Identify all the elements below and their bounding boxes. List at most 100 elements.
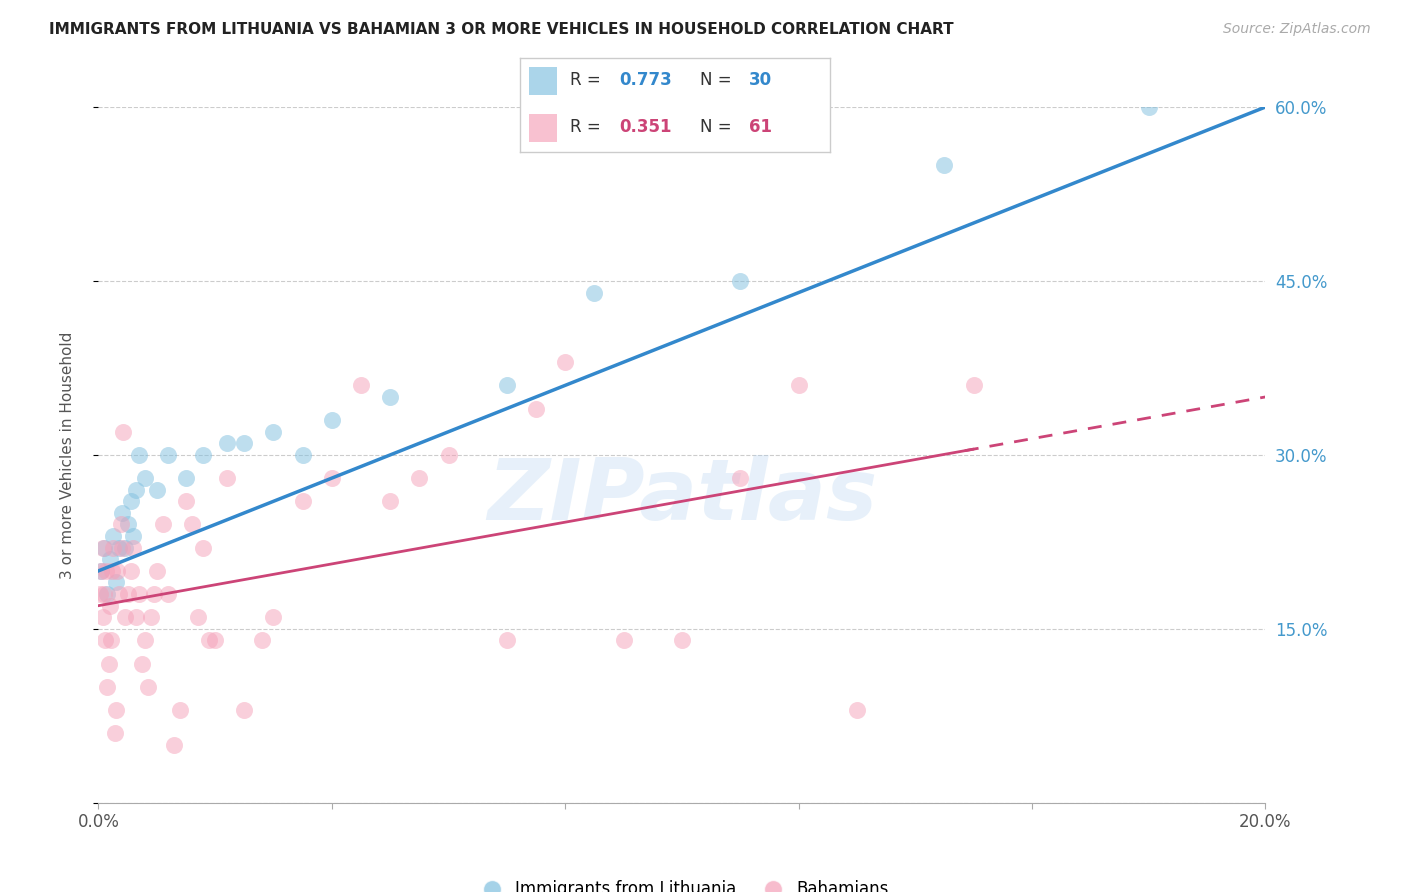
- Point: [122, 529, 145, 543]
- Point: [142, 587, 165, 601]
- Point: [163, 738, 186, 752]
- Point: [554, 355, 576, 369]
- Point: [146, 564, 169, 578]
- Point: [94, 633, 117, 648]
- Point: [215, 436, 238, 450]
- Point: [262, 610, 284, 624]
- Point: [93, 587, 115, 601]
- Point: [90, 564, 112, 578]
- Point: [90, 564, 112, 578]
- Point: [262, 425, 284, 439]
- Point: [934, 158, 956, 172]
- Point: [193, 448, 215, 462]
- Point: [101, 564, 124, 578]
- Point: [111, 506, 134, 520]
- Text: R =: R =: [569, 71, 606, 89]
- Point: [96, 680, 118, 694]
- Point: [98, 599, 121, 613]
- Point: [120, 494, 142, 508]
- Text: ZIPatlas: ZIPatlas: [486, 455, 877, 538]
- Point: [174, 471, 197, 485]
- Point: [495, 633, 517, 648]
- Point: [198, 633, 221, 648]
- Point: [321, 471, 343, 485]
- Point: [612, 633, 634, 648]
- Point: [89, 587, 111, 601]
- Point: [291, 494, 314, 508]
- Y-axis label: 3 or more Vehicles in Household: 3 or more Vehicles in Household: [60, 331, 75, 579]
- Point: [104, 703, 127, 717]
- Text: N =: N =: [700, 119, 737, 136]
- Text: 61: 61: [749, 119, 772, 136]
- Point: [104, 575, 127, 590]
- Point: [180, 517, 202, 532]
- Point: [111, 541, 134, 555]
- Point: [169, 703, 191, 717]
- Point: [98, 552, 121, 566]
- Point: [378, 494, 402, 508]
- Point: [136, 680, 159, 694]
- Point: [110, 517, 132, 532]
- Point: [152, 517, 174, 532]
- Point: [193, 541, 215, 555]
- Point: [962, 378, 984, 392]
- Bar: [530, 114, 557, 142]
- Point: [131, 657, 153, 671]
- Point: [93, 541, 115, 555]
- Point: [91, 610, 114, 624]
- Point: [495, 378, 517, 392]
- Point: [134, 471, 156, 485]
- Point: [250, 633, 273, 648]
- Point: [104, 726, 127, 740]
- Point: [204, 633, 226, 648]
- Point: [117, 587, 139, 601]
- Point: [91, 541, 114, 555]
- Point: [233, 436, 256, 450]
- Point: [157, 448, 180, 462]
- Point: [97, 657, 120, 671]
- Point: [215, 471, 238, 485]
- Point: [114, 610, 136, 624]
- Point: [187, 610, 209, 624]
- Point: [291, 448, 314, 462]
- Point: [139, 610, 162, 624]
- Text: Source: ZipAtlas.com: Source: ZipAtlas.com: [1223, 22, 1371, 37]
- Text: IMMIGRANTS FROM LITHUANIA VS BAHAMIAN 3 OR MORE VEHICLES IN HOUSEHOLD CORRELATIO: IMMIGRANTS FROM LITHUANIA VS BAHAMIAN 3 …: [49, 22, 953, 37]
- Point: [730, 274, 752, 288]
- Point: [125, 483, 148, 497]
- Point: [378, 390, 402, 404]
- Text: 0.351: 0.351: [619, 119, 672, 136]
- Point: [125, 610, 148, 624]
- Legend: Immigrants from Lithuania, Bahamians: Immigrants from Lithuania, Bahamians: [468, 874, 896, 892]
- Point: [128, 587, 150, 601]
- Point: [146, 483, 169, 497]
- Point: [101, 529, 124, 543]
- Point: [787, 378, 810, 392]
- Point: [350, 378, 373, 392]
- Point: [134, 633, 156, 648]
- Point: [321, 413, 343, 427]
- Point: [157, 587, 180, 601]
- Point: [105, 564, 128, 578]
- Text: N =: N =: [700, 71, 737, 89]
- Point: [101, 541, 124, 555]
- Text: R =: R =: [569, 119, 606, 136]
- Point: [114, 541, 136, 555]
- Point: [524, 401, 547, 416]
- Point: [111, 425, 134, 439]
- Point: [108, 587, 131, 601]
- Point: [845, 703, 868, 717]
- Text: 0.773: 0.773: [619, 71, 672, 89]
- Point: [100, 633, 122, 648]
- Point: [233, 703, 256, 717]
- Text: 30: 30: [749, 71, 772, 89]
- Point: [94, 564, 117, 578]
- Point: [408, 471, 430, 485]
- Point: [1137, 100, 1160, 114]
- Point: [96, 587, 118, 601]
- Point: [174, 494, 197, 508]
- Point: [671, 633, 693, 648]
- Point: [108, 541, 131, 555]
- Point: [437, 448, 460, 462]
- Point: [120, 564, 142, 578]
